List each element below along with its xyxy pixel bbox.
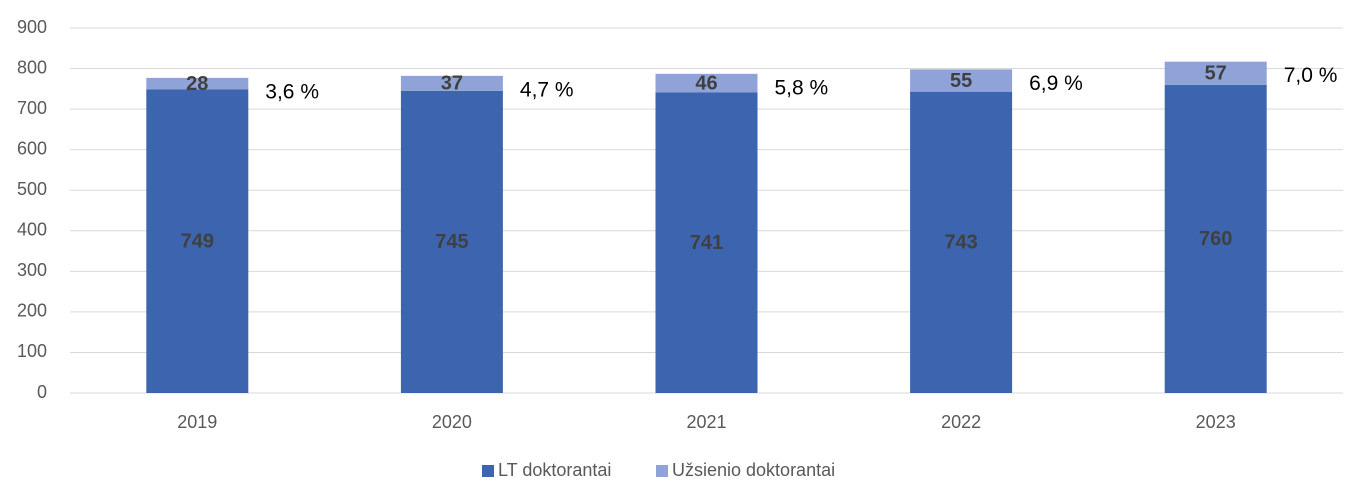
value-label: 57 <box>1205 63 1227 85</box>
bar-segment <box>400 75 503 91</box>
y-tick-label: 200 <box>17 301 47 321</box>
annotation: 4,7 % <box>520 78 574 101</box>
value-label: 760 <box>1199 228 1232 250</box>
bar-segment <box>910 69 1013 92</box>
y-tick-label: 900 <box>17 17 47 37</box>
bar-segment <box>1164 61 1267 85</box>
x-tick-label: 2022 <box>941 412 981 432</box>
value-label: 749 <box>181 230 214 252</box>
x-tick-label: 2019 <box>177 412 217 432</box>
y-tick-label: 400 <box>17 220 47 240</box>
x-tick-label: 2023 <box>1196 412 1236 432</box>
y-tick-label: 600 <box>17 138 47 158</box>
bar-segment <box>910 91 1013 393</box>
bar-segment <box>655 73 758 93</box>
bar-segment <box>655 92 758 393</box>
y-tick-label: 100 <box>17 341 47 361</box>
legend-swatch <box>656 465 668 477</box>
y-tick-label: 0 <box>37 382 47 402</box>
value-label: 46 <box>695 72 717 94</box>
bar-segment <box>1164 84 1267 394</box>
annotation: 7,0 % <box>1284 64 1338 87</box>
x-tick-label: 2020 <box>432 412 472 432</box>
bar-segment <box>400 90 503 393</box>
y-tick-label: 700 <box>17 98 47 118</box>
bar-segment <box>146 77 249 90</box>
value-label: 743 <box>944 232 977 254</box>
value-label: 28 <box>186 73 208 95</box>
annotation: 5,8 % <box>775 76 829 99</box>
legend-label: LT doktorantai <box>498 460 611 480</box>
value-label: 745 <box>435 231 468 253</box>
y-tick-label: 800 <box>17 57 47 77</box>
annotation: 6,9 % <box>1029 72 1083 95</box>
value-label: 55 <box>950 70 972 92</box>
value-label: 741 <box>690 232 723 254</box>
x-tick-label: 2021 <box>686 412 726 432</box>
y-tick-label: 300 <box>17 260 47 280</box>
legend-swatch <box>482 465 494 477</box>
value-label: 37 <box>441 73 463 95</box>
y-tick-label: 500 <box>17 179 47 199</box>
legend-label: Užsienio doktorantai <box>672 460 835 480</box>
annotation: 3,6 % <box>265 80 319 103</box>
bar-segment <box>146 89 249 393</box>
